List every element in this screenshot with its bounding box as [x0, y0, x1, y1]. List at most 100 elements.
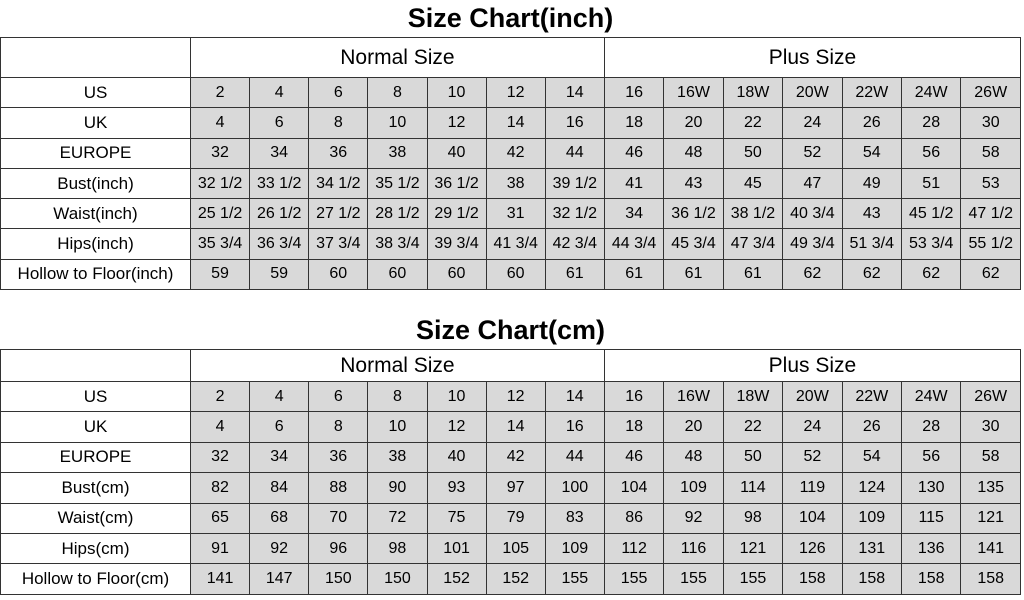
row-label: Hips(cm)	[0, 532, 191, 565]
size-value-cell: 141	[960, 532, 1021, 565]
size-value-cell: 16W	[663, 380, 724, 413]
size-value-cell: 26	[841, 107, 902, 139]
size-value-cell: 46	[603, 137, 665, 169]
size-value-cell: 114	[722, 472, 784, 504]
size-value-cell: 45 3/4	[663, 228, 724, 260]
row-label: Waist(cm)	[0, 502, 191, 534]
size-value-cell: 42	[485, 137, 546, 169]
blank-cell	[0, 37, 191, 78]
table-row: Hollow to Floor(cm) 141 147 150 150 152 152 155…	[0, 563, 1021, 595]
size-value-cell: 14	[485, 107, 546, 139]
size-value-cell: 61	[544, 258, 605, 291]
table-row: US 2 4 6 8 10 12 14 16 16W 18W 20W 22W 24W 26W	[0, 380, 1021, 413]
size-value-cell: 130	[900, 472, 962, 504]
size-value-cell: 59	[189, 258, 251, 291]
size-value-cell: 84	[249, 472, 310, 504]
size-value-cell: 52	[782, 441, 843, 474]
size-value-cell: 62	[841, 258, 902, 291]
table-row: Waist(cm) 65 68 70 72 75 79 83 86 92 98 104 109 115 12…	[0, 502, 1021, 534]
size-value-cell: 47 3/4	[722, 228, 784, 260]
size-value-cell: 43	[663, 167, 724, 200]
size-value-cell: 158	[960, 563, 1021, 595]
size-value-cell: 53	[960, 167, 1022, 200]
size-value-cell: 16W	[663, 76, 724, 109]
size-value-cell: 40	[426, 441, 487, 474]
size-value-cell: 48	[663, 441, 724, 474]
size-value-cell: 36 1/2	[426, 167, 487, 200]
size-value-cell: 26W	[960, 76, 1022, 109]
size-value-cell: 8	[308, 411, 369, 443]
size-value-cell: 49 3/4	[782, 228, 843, 260]
size-value-cell: 10	[426, 380, 487, 413]
size-value-cell: 92	[249, 532, 310, 565]
table-row: EUROPE 32 34 36 38 40 42 44 46 48 50 52 54 56 58	[0, 441, 1021, 474]
size-value-cell: 44	[544, 441, 605, 474]
table-title: Size Chart(cm)	[0, 312, 1021, 350]
size-value-cell: 41	[603, 167, 665, 200]
size-value-cell: 70	[308, 502, 369, 534]
size-value-cell: 14	[544, 380, 605, 413]
size-value-cell: 45 1/2	[900, 198, 962, 230]
size-value-cell: 8	[308, 107, 369, 139]
size-value-cell: 40	[426, 137, 487, 169]
size-value-cell: 152	[426, 563, 487, 595]
size-value-cell: 28	[900, 107, 962, 139]
size-value-cell: 61	[603, 258, 665, 291]
size-value-cell: 14	[485, 411, 546, 443]
table-row: Waist(inch) 25 1/2 26 1/2 27 1/2 28 1/2 29 1/…	[0, 198, 1022, 230]
size-value-cell: 16	[603, 76, 665, 109]
size-value-cell: 158	[900, 563, 962, 595]
size-value-cell: 38 1/2	[722, 198, 784, 230]
size-value-cell: 35 3/4	[189, 228, 251, 260]
table-row: Bust(cm) 82 84 88 90 93 97 100 104 109 114 119 124 13…	[0, 472, 1021, 504]
size-value-cell: 54	[841, 441, 902, 474]
size-value-cell: 36 1/2	[663, 198, 724, 230]
size-value-cell: 24W	[900, 380, 962, 413]
size-value-cell: 34	[249, 441, 310, 474]
size-value-cell: 96	[308, 532, 369, 565]
size-value-cell: 18W	[722, 380, 784, 413]
size-value-cell: 26	[841, 411, 902, 443]
size-value-cell: 46	[603, 441, 665, 474]
size-value-cell: 6	[249, 411, 310, 443]
size-value-cell: 34	[249, 137, 310, 169]
size-value-cell: 158	[782, 563, 843, 595]
size-value-cell: 131	[841, 532, 902, 565]
size-value-cell: 42 3/4	[544, 228, 605, 260]
size-value-cell: 27 1/2	[308, 198, 369, 230]
size-value-cell: 4	[189, 411, 251, 443]
size-value-cell: 60	[426, 258, 487, 291]
row-label: UK	[0, 107, 191, 139]
size-value-cell: 36 3/4	[249, 228, 310, 260]
row-label: US	[0, 380, 191, 413]
size-value-cell: 121	[960, 502, 1021, 534]
size-value-cell: 35 1/2	[367, 167, 428, 200]
size-value-cell: 20W	[782, 76, 843, 109]
title-row: Size Chart(cm)	[0, 312, 1021, 350]
size-value-cell: 105	[485, 532, 546, 565]
size-value-cell: 62	[960, 258, 1022, 291]
size-value-cell: 62	[900, 258, 962, 291]
size-value-cell: 75	[426, 502, 487, 534]
size-value-cell: 61	[663, 258, 724, 291]
size-value-cell: 18	[603, 411, 665, 443]
size-value-cell: 42	[485, 441, 546, 474]
size-value-cell: 12	[426, 107, 487, 139]
size-value-cell: 109	[663, 472, 724, 504]
title-row: Size Chart(inch)	[0, 0, 1021, 38]
size-chart-cm-table: Size Chart(cm) Normal Size Plus Size US 2 4 6 8…	[0, 312, 1021, 595]
size-value-cell: 34	[603, 198, 665, 230]
size-value-cell: 12	[485, 380, 546, 413]
size-value-cell: 109	[841, 502, 902, 534]
table-row: US 2 4 6 8 10 12 14 16 16W 18W 20W 22W 24W 26W	[0, 76, 1022, 109]
size-value-cell: 88	[308, 472, 369, 504]
size-value-cell: 104	[782, 502, 843, 534]
size-value-cell: 44 3/4	[603, 228, 665, 260]
size-value-cell: 112	[603, 532, 665, 565]
size-value-cell: 25 1/2	[189, 198, 251, 230]
size-value-cell: 82	[189, 472, 251, 504]
size-value-cell: 43	[841, 198, 902, 230]
size-value-cell: 29 1/2	[426, 198, 487, 230]
size-value-cell: 109	[544, 532, 605, 565]
blank-cell	[0, 349, 191, 382]
